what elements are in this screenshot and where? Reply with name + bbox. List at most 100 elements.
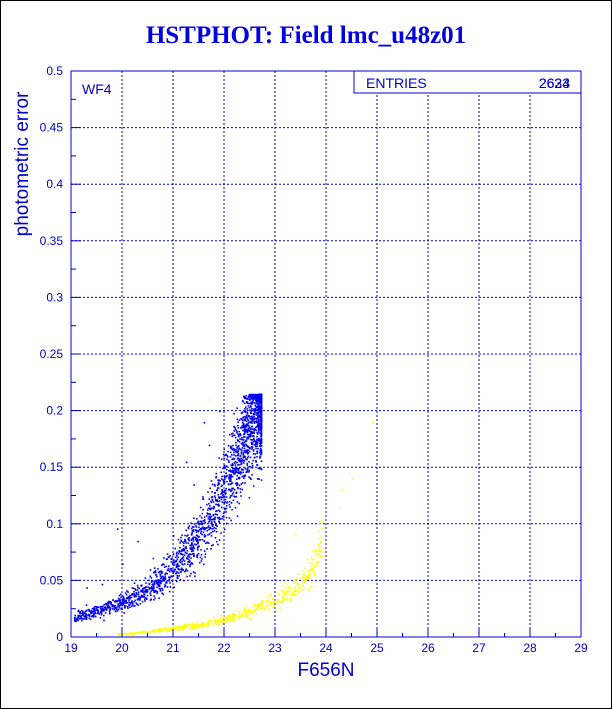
data-point-blue [254, 420, 257, 423]
data-point-blue [156, 576, 158, 578]
data-point-blue [199, 506, 202, 509]
data-point-blue [225, 468, 228, 471]
data-point-blue [211, 507, 213, 509]
data-point-blue [181, 560, 183, 563]
data-point-yellow [132, 633, 135, 635]
data-point-blue [251, 435, 254, 437]
data-point-yellow [159, 630, 161, 633]
data-point-blue [225, 507, 228, 510]
data-point-blue [257, 424, 259, 426]
data-point-yellow [310, 565, 313, 568]
data-point-blue [246, 457, 249, 459]
data-point-blue [101, 583, 104, 586]
data-point-blue [246, 408, 248, 410]
data-point-blue [176, 574, 178, 577]
data-point-yellow [300, 587, 303, 589]
data-point-yellow [168, 627, 171, 629]
data-point-blue [208, 444, 211, 447]
data-point-yellow [317, 560, 320, 563]
data-point-yellow [215, 621, 217, 624]
data-point-blue [221, 515, 224, 518]
data-point-blue [131, 593, 134, 595]
data-point-blue [198, 545, 200, 547]
data-point-yellow [205, 623, 208, 625]
data-point-blue [239, 491, 242, 493]
data-point-blue [228, 489, 230, 491]
data-point-blue [224, 500, 227, 503]
data-point-blue [103, 614, 105, 617]
data-point-blue [196, 518, 198, 520]
data-point-blue [260, 451, 263, 453]
data-point-yellow [281, 600, 283, 602]
data-point-yellow [321, 555, 323, 557]
data-point-blue [200, 560, 203, 562]
data-point-yellow [223, 619, 225, 622]
data-point-yellow [256, 604, 259, 606]
data-point-blue [237, 448, 240, 451]
data-point-yellow [271, 605, 274, 608]
data-point-yellow [258, 606, 260, 608]
data-point-blue [188, 561, 191, 563]
data-point-yellow [252, 613, 254, 615]
data-point-blue [245, 420, 248, 423]
data-point-blue [192, 550, 195, 552]
data-point-blue [139, 602, 142, 605]
data-point-blue [218, 457, 220, 459]
data-point-blue [251, 403, 254, 405]
data-point-yellow [281, 589, 283, 592]
data-point-blue [154, 570, 157, 572]
data-point-blue [247, 405, 250, 407]
data-point-blue [210, 515, 212, 518]
data-point-blue [97, 612, 100, 614]
data-point-blue [97, 610, 100, 612]
data-point-blue [145, 598, 148, 600]
data-point-yellow [256, 612, 258, 615]
data-point-blue [137, 591, 140, 593]
data-point-yellow [291, 592, 293, 594]
data-point-blue [256, 400, 259, 402]
data-point-yellow [290, 594, 292, 597]
data-point-yellow [310, 558, 313, 560]
data-point-blue [242, 429, 244, 432]
data-point-yellow [201, 622, 203, 624]
data-point-blue [124, 605, 127, 607]
data-point-blue [104, 606, 106, 609]
data-point-blue [228, 474, 230, 476]
data-point-blue [165, 581, 168, 583]
data-point-blue [232, 464, 234, 466]
data-point-blue [255, 443, 258, 445]
data-point-blue [187, 542, 189, 544]
data-point-blue [215, 472, 218, 475]
data-point-blue [178, 549, 180, 552]
data-point-yellow [261, 602, 264, 604]
data-point-blue [257, 414, 259, 416]
x-tick-label: 20 [115, 641, 129, 655]
data-point-blue [86, 614, 88, 617]
data-point-blue [188, 558, 190, 561]
data-point-blue [253, 435, 255, 438]
data-point-blue [96, 612, 98, 615]
data-point-yellow [300, 590, 303, 592]
data-point-blue [123, 602, 126, 604]
data-point-blue [173, 559, 175, 561]
data-point-yellow [198, 624, 200, 626]
data-point-blue [120, 602, 123, 604]
data-point-blue [248, 447, 251, 450]
data-point-blue [241, 475, 243, 478]
data-point-yellow [191, 622, 193, 624]
data-point-blue [235, 482, 237, 485]
data-point-yellow [293, 593, 295, 595]
data-point-blue [250, 420, 253, 423]
data-point-yellow [232, 613, 234, 615]
data-point-blue [260, 413, 263, 416]
data-point-blue [207, 534, 209, 536]
data-point-yellow [238, 610, 241, 613]
data-point-yellow [269, 601, 272, 604]
data-point-blue [144, 593, 146, 596]
data-point-blue [76, 619, 78, 621]
data-point-blue [231, 489, 233, 491]
data-point-blue [148, 582, 150, 585]
data-point-blue [196, 534, 198, 537]
data-point-yellow [322, 552, 325, 554]
data-point-blue [195, 529, 198, 532]
